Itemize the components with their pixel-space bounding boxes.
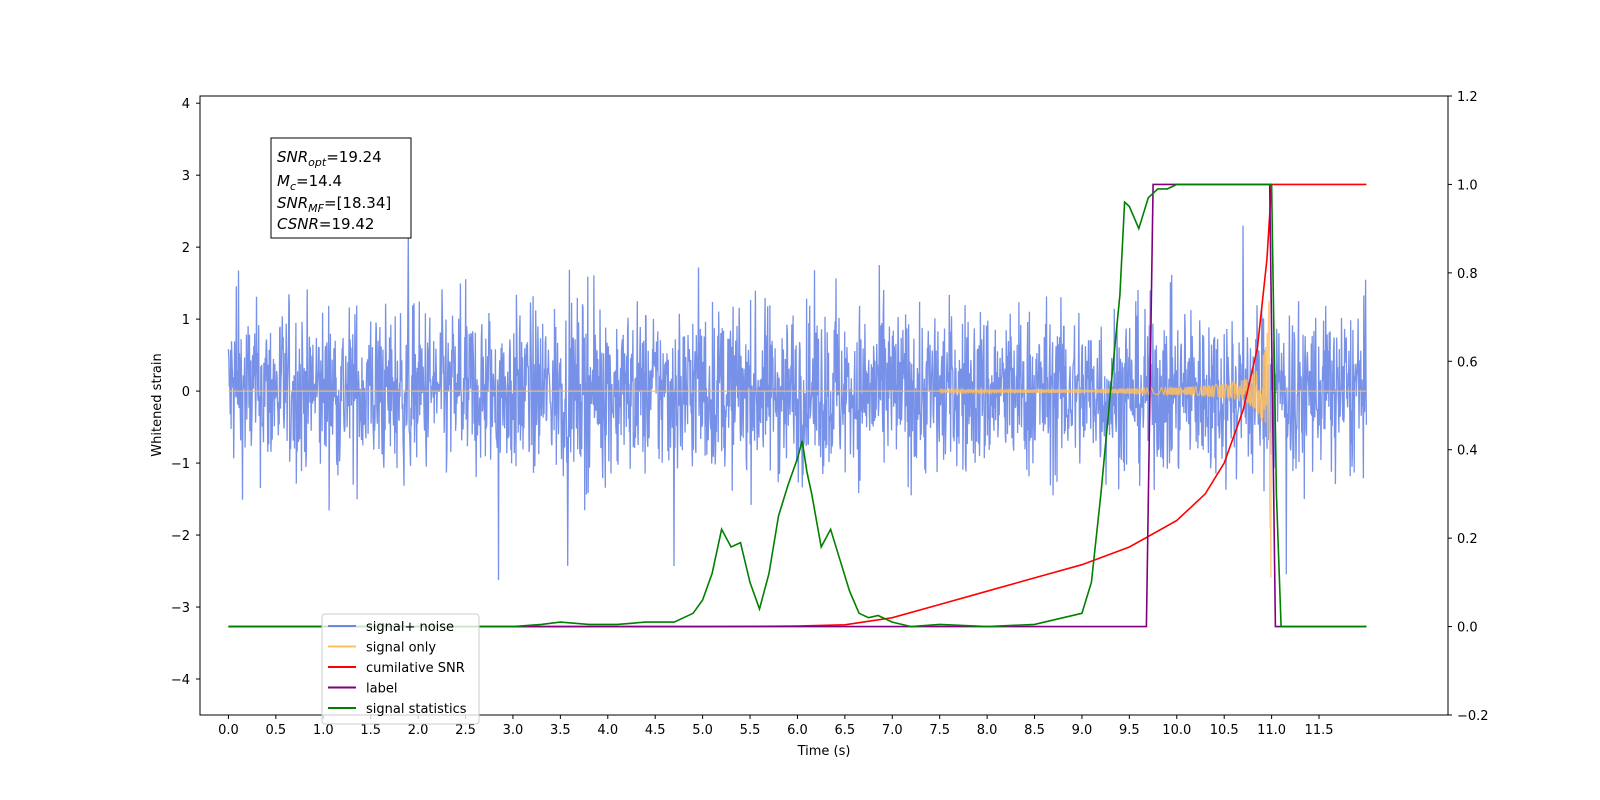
x-tick-label: 4.0 [597,723,618,738]
x-tick-label: 4.5 [645,723,666,738]
mc-stat: Mc=14.4 [277,172,342,193]
x-axis: 0.0 0.5 1.0 1.5 2.0 2.5 3.0 3.5 4.0 4.5 5.0 5.5 6.0 6… [218,715,1334,738]
y-tick-label: −4 [171,673,190,688]
snr-opt-stat: SNRopt=19.24 [277,148,382,169]
x-tick-label: 6.5 [835,723,856,738]
y2-tick-label: 0.4 [1457,444,1478,459]
x-tick-label: 1.5 [360,723,381,738]
y-tick-label: −3 [171,601,190,616]
x-tick-label: 2.5 [455,723,476,738]
y2-tick-label: 1.2 [1457,90,1478,105]
x-tick-label: 3.0 [503,723,524,738]
x-tick-label: 5.0 [692,723,713,738]
cumulative-snr-line [228,183,1367,628]
y-tick-label: 0 [182,385,190,400]
plot-series [227,183,1368,628]
y-tick-label: −1 [171,457,190,472]
y-tick-label: −2 [171,529,190,544]
x-tick-label: 7.0 [882,723,903,738]
csnr-stat: CSNR=19.42 [277,215,374,233]
y2-tick-label: 0.0 [1457,621,1478,636]
x-tick-label: 8.5 [1024,723,1045,738]
signal-noise-line [227,225,1368,581]
x-tick-label: 9.0 [1072,723,1093,738]
y2-tick-label: 0.8 [1457,267,1478,282]
x-tick-label: 6.0 [787,723,808,738]
x-tick-label: 7.5 [929,723,950,738]
legend-label: signal+ noise [366,620,454,635]
y2-tick-label: 1.0 [1457,178,1478,193]
y-axis-right: 1.2 1.0 0.8 0.6 0.4 0.2 0.0 −0.2 [1448,90,1489,724]
x-tick-label: 8.0 [977,723,998,738]
y-axis-label: Whitened strain [150,353,165,456]
y2-tick-label: 0.2 [1457,532,1478,547]
plot-frame [199,95,1449,716]
signal-statistics-line [228,183,1367,628]
x-tick-label: 1.0 [313,723,334,738]
y-axis-left: 4 3 2 1 0 −1 −2 −3 −4 [171,97,200,688]
x-tick-label: 0.5 [266,723,287,738]
legend: signal+ noise signal only cumilative SNR la… [321,613,480,725]
snr-mf-stat: SNRMF=[18.34] [277,194,391,215]
y-tick-label: 2 [182,241,190,256]
y2-tick-label: 0.6 [1457,355,1478,370]
x-tick-label: 10.0 [1162,723,1191,738]
x-tick-label: 5.5 [740,723,761,738]
x-tick-label: 10.5 [1210,723,1239,738]
x-axis-label: Time (s) [797,744,851,759]
x-tick-label: 2.0 [408,723,429,738]
legend-box [321,613,480,725]
y-tick-label: 3 [182,169,190,184]
x-tick-label: 11.0 [1257,723,1286,738]
x-tick-label: 0.0 [218,723,239,738]
x-tick-label: 3.5 [550,723,571,738]
legend-label: signal only [366,641,436,656]
x-tick-label: 11.5 [1305,723,1334,738]
legend-label: signal statistics [366,702,467,717]
signal-only-line [228,300,1367,578]
y2-tick-label: −0.2 [1457,709,1489,724]
x-tick-label: 9.5 [1119,723,1140,738]
stats-annotation: SNRopt=19.24 Mc=14.4 SNRMF=[18.34] CSNR=… [270,137,412,239]
stats-box [270,137,412,239]
y-tick-label: 4 [182,97,190,112]
y-tick-label: 1 [182,313,190,328]
legend-label: label [366,682,397,697]
legend-label: cumilative SNR [366,661,465,676]
